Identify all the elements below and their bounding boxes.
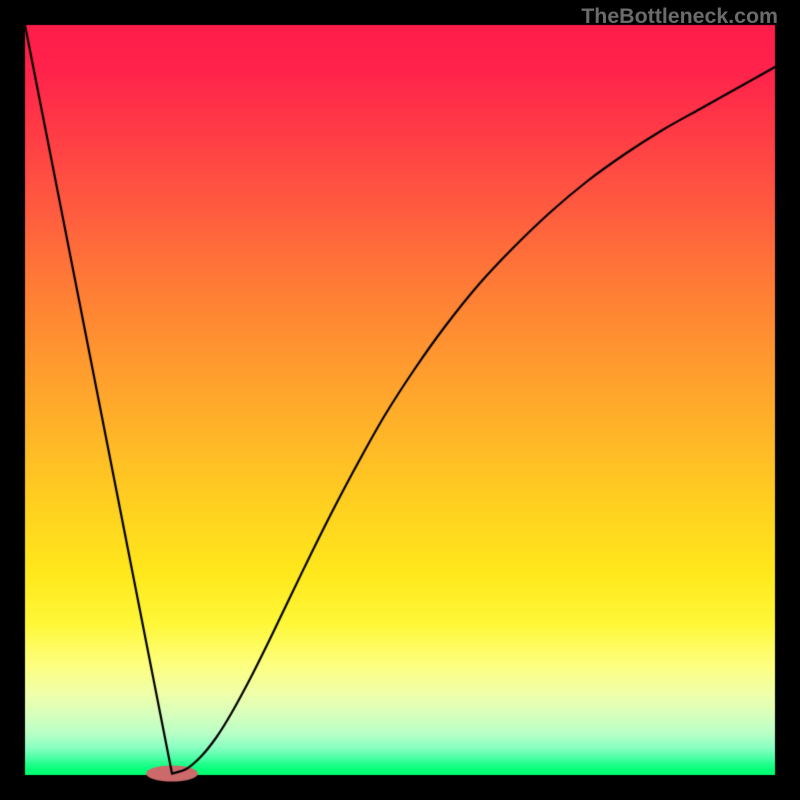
watermark-text: TheBottleneck.com <box>581 4 778 29</box>
chart-curve-layer <box>0 0 800 800</box>
chart-container: TheBottleneck.com <box>0 0 800 800</box>
